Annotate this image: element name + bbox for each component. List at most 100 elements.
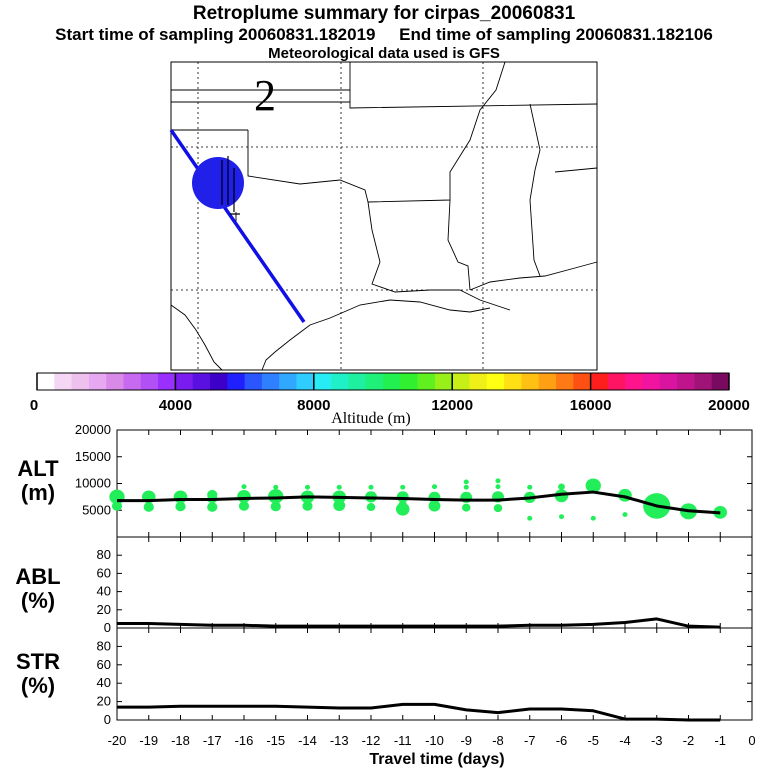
- y-tick-label: 10000: [75, 476, 111, 491]
- x-axis-label: Travel time (days): [369, 751, 504, 768]
- colorbar-swatch: [37, 373, 55, 390]
- y-tick-label: 60: [97, 565, 111, 580]
- plume-particle-point: [463, 479, 469, 485]
- x-tick-label: -11: [394, 733, 412, 748]
- colorbar-swatch: [590, 373, 609, 390]
- panel-frame: [116, 536, 753, 629]
- x-tick-label: -19: [139, 733, 158, 748]
- trajectory-line: [169, 129, 306, 323]
- plume-particle-point: [270, 501, 281, 512]
- colorbar-swatch: [71, 373, 90, 390]
- x-tick-label: -12: [362, 733, 381, 748]
- map-boundaries: [170, 61, 598, 371]
- plume-particle-point: [396, 491, 409, 503]
- colorbar-swatch: [227, 373, 246, 390]
- colorbar-swatch: [313, 373, 332, 390]
- plume-particle-point: [558, 483, 565, 490]
- y-tick-label: 40: [97, 584, 111, 599]
- colorbar-swatch: [659, 373, 678, 390]
- y-tick-label: 80: [97, 547, 111, 562]
- y-tick-label: 0: [104, 620, 111, 635]
- colorbar-swatch: [365, 373, 384, 390]
- plume-particle-point: [111, 501, 123, 511]
- colorbar-tick-label: 8000: [297, 397, 330, 414]
- plume-particle-point: [336, 484, 342, 490]
- plume-particle-point: [590, 515, 596, 521]
- colorbar-xlabel: Altitude (m): [331, 410, 411, 427]
- x-tick-label: -10: [425, 733, 444, 748]
- y-tick-label: 20: [97, 694, 111, 709]
- x-tick-label: -8: [492, 733, 504, 748]
- x-tick-label: -6: [556, 733, 568, 748]
- colorbar-swatch: [383, 373, 401, 390]
- colorbar-tick-label: 12000: [431, 397, 473, 414]
- plume-particle-point: [173, 490, 188, 504]
- plume-particle-point: [268, 489, 284, 504]
- x-tick-label: -2: [683, 733, 695, 748]
- colorbar-swatch: [556, 373, 574, 390]
- str-ylabel-line1: STR: [16, 649, 60, 674]
- colorbar-swatch: [279, 373, 297, 390]
- x-tick-label: -5: [587, 733, 599, 748]
- y-tick-label: 80: [97, 638, 111, 653]
- colorbar-swatch: [625, 373, 643, 390]
- map-frame: [170, 61, 598, 371]
- chart-title: Retroplume summary for cirpas_20060831: [192, 3, 576, 24]
- colorbar-swatch: [694, 373, 713, 390]
- x-tick-label: -9: [460, 733, 472, 748]
- colorbar-swatch: [469, 373, 488, 390]
- plume-particle-point: [238, 501, 250, 511]
- plume-particle-point: [622, 512, 628, 517]
- colorbar-swatch: [210, 373, 228, 390]
- map-gridlines: [171, 62, 597, 370]
- plume-particle-point: [237, 489, 251, 503]
- plume-particle-point: [395, 502, 410, 516]
- colorbar-swatch: [192, 373, 211, 390]
- plume-particle-point: [493, 504, 503, 513]
- x-tick-label: -15: [266, 733, 285, 748]
- plume-particle-point: [333, 499, 346, 512]
- trajectory-hour-marks: [221, 156, 240, 215]
- panel-frame: [116, 429, 753, 538]
- met-data-label: Meteorological data used is GFS: [268, 45, 500, 62]
- end-time-label: End time of sampling 20060831.182106: [399, 25, 713, 44]
- plume-particle-point: [207, 502, 218, 512]
- colorbar-tick-label: 0: [30, 397, 38, 414]
- plume-particle-point: [304, 484, 311, 490]
- plume-particle-point: [495, 484, 501, 490]
- plume-particle-point: [400, 484, 406, 490]
- alt-ylabel-line1: ALT: [17, 456, 59, 481]
- plume-particle-point: [495, 478, 501, 484]
- map-marker-label: 2: [254, 71, 276, 120]
- abl-ylabel-line2: (%): [21, 588, 55, 613]
- colorbar-swatch: [261, 373, 280, 390]
- colorbar-swatch: [521, 373, 540, 390]
- plume-particle-point: [302, 501, 313, 511]
- colorbar-swatch: [123, 373, 142, 390]
- plume-particle-point: [462, 503, 471, 512]
- colorbar-tick-label: 20000: [708, 397, 750, 414]
- start-time-label: Start time of sampling 20060831.182019: [55, 25, 376, 44]
- colorbar-tick-label: 16000: [570, 397, 612, 414]
- x-tick-label: 0: [748, 733, 755, 748]
- str-ylabel-line2: (%): [21, 673, 55, 698]
- colorbar-swatch: [175, 373, 194, 390]
- colorbar-swatch: [677, 373, 695, 390]
- y-tick-label: 60: [97, 657, 111, 672]
- colorbar-tick-label: 4000: [159, 397, 192, 414]
- y-tick-label: 20: [97, 602, 111, 617]
- altitude-colorbar: 0 4000 8000 12000 16000 20000: [30, 372, 750, 414]
- x-tick-label: -7: [524, 733, 536, 748]
- colorbar-swatch: [400, 373, 419, 390]
- median-line-str: [117, 702, 721, 722]
- colorbar-swatch: [504, 373, 522, 390]
- colorbar-swatch: [642, 373, 661, 390]
- colorbar-swatch: [573, 373, 592, 390]
- x-tick-label: -1: [714, 733, 726, 748]
- x-tick-label: -3: [651, 733, 663, 748]
- plume-particle-point: [558, 514, 565, 520]
- plume-particle-point: [273, 484, 279, 490]
- sampling-times: Start time of sampling 20060831.182019 E…: [0, 25, 768, 45]
- colorbar-swatch: [140, 373, 159, 390]
